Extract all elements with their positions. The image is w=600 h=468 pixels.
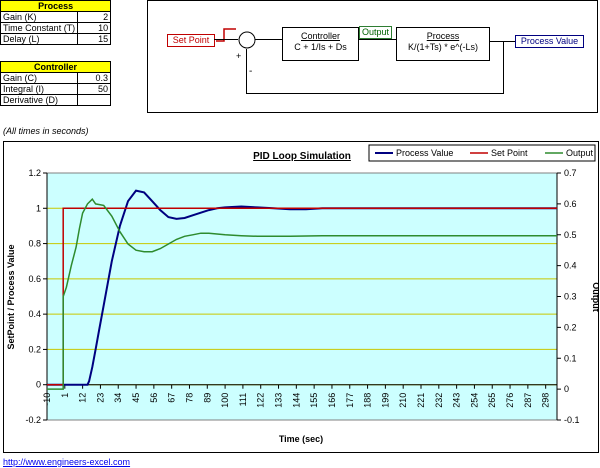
x-tick-label: 67 — [167, 393, 177, 403]
x-tick-label: 89 — [202, 393, 212, 403]
legend-label: Output — [566, 148, 594, 158]
y2-tick-label: 0.1 — [564, 353, 577, 363]
process-gain-label: Gain (K) — [0, 11, 79, 23]
y-tick-label: 0 — [36, 380, 41, 390]
y2-tick-label: 0 — [564, 384, 569, 394]
x-tick-label: 232 — [434, 393, 444, 408]
x-tick-label: 111 — [238, 393, 248, 407]
x-tick-label: 56 — [149, 393, 159, 403]
feedback-line-down — [503, 41, 504, 93]
x-tick-label: 12 — [78, 393, 88, 403]
time-units-note: (All times in seconds) — [3, 126, 89, 136]
controller-table-header: Controller — [0, 61, 111, 73]
x-tick-label: 265 — [487, 393, 497, 408]
error-line — [255, 39, 282, 40]
controller-box: Controller C + 1/Is + Ds — [282, 27, 359, 61]
legend-label: Set Point — [491, 148, 528, 158]
y-tick-label: 0.2 — [28, 344, 41, 354]
x-axis-label: Time (sec) — [279, 434, 323, 444]
delay-label: Delay (L) — [0, 33, 79, 45]
y2-tick-label: 0.4 — [564, 261, 577, 271]
controller-box-formula: C + 1/Is + Ds — [294, 42, 347, 52]
pid-chart: -0.2 0 0.2 0.4 0.6 0.8 1 1.2 -0.1 0 0.1 0.2 0.3 0.4 0.… — [6, 144, 600, 444]
process-box-title: Process — [426, 31, 460, 41]
controller-out-line — [358, 39, 396, 40]
series-process-value — [47, 189, 557, 386]
feedback-line-up — [246, 49, 247, 94]
delay-value[interactable]: 15 — [77, 33, 112, 45]
x-tick-label: 221 — [416, 393, 426, 408]
y-tick-label: -0.2 — [25, 415, 41, 425]
y-tick-label: 1 — [36, 203, 41, 213]
series-output — [47, 198, 557, 390]
integral-value[interactable]: 50 — [77, 83, 111, 95]
time-constant-value[interactable]: 10 — [77, 22, 112, 34]
legend-label: Process Value — [396, 148, 453, 158]
x-tick-label: 210 — [398, 393, 408, 408]
x-tick-label: 23 — [95, 393, 105, 403]
summing-junction — [238, 31, 256, 49]
x-tick-label: 199 — [380, 393, 390, 408]
controller-box-title: Controller — [300, 31, 340, 41]
process-box-formula: K/(1+Ts) * e^(-Ls) — [408, 42, 478, 52]
x-tick-label: 177 — [345, 393, 355, 408]
feedback-line-bottom — [246, 93, 504, 94]
x-tick-label: 122 — [256, 393, 266, 408]
process-out-line — [489, 41, 515, 42]
y2-tick-label: -0.1 — [564, 415, 580, 425]
x-tick-label: 144 — [291, 393, 301, 408]
y-tick-label: 0.6 — [28, 274, 41, 284]
x-tick-label: 155 — [309, 393, 319, 408]
y-tick-label: 1.2 — [28, 168, 41, 178]
x-tick-label: 133 — [274, 393, 284, 408]
controller-gain-value[interactable]: 0.3 — [77, 72, 111, 84]
footer-link[interactable]: http://www.engineers-excel.com — [3, 457, 131, 467]
x-tick-label: 243 — [452, 393, 462, 408]
step-icon — [216, 28, 236, 42]
process-box: Process K/(1+Ts) * e^(-Ls) — [396, 27, 490, 61]
time-constant-label: Time Constant (T) — [0, 22, 79, 34]
y-axis-label: SetPoint / Process Value — [6, 244, 16, 349]
y-tick-label: 0.8 — [28, 239, 41, 249]
derivative-label: Derivative (D) — [0, 94, 78, 106]
x-tick-label: 100 — [220, 393, 230, 408]
set-point-box: Set Point — [167, 34, 215, 47]
process-value-box: Process Value — [515, 35, 584, 48]
y2-tick-label: 0.2 — [564, 322, 577, 332]
chart-title: PID Loop Simulation — [253, 151, 351, 162]
x-tick-label: 188 — [363, 393, 373, 408]
x-tick-label: 166 — [327, 393, 337, 408]
plus-sign: + — [236, 51, 242, 61]
x-tick-label: 45 — [131, 393, 141, 403]
x-tick-label: 78 — [184, 393, 194, 403]
y2-tick-label: 0.5 — [564, 230, 577, 240]
x-tick-label: 287 — [523, 393, 533, 408]
minus-sign: - — [249, 66, 253, 77]
x-tick-label: 254 — [469, 393, 479, 408]
process-gain-value[interactable]: 2 — [77, 11, 112, 23]
y2-tick-label: 0.3 — [564, 292, 577, 302]
x-tick-label: 276 — [505, 393, 515, 408]
integral-label: Integral (I) — [0, 83, 78, 95]
output-label-box: Output — [359, 26, 392, 39]
x-tick-label: 1 — [60, 393, 70, 398]
derivative-value[interactable] — [77, 94, 111, 106]
y2-tick-label: 0.6 — [564, 199, 577, 209]
controller-gain-label: Gain (C) — [0, 72, 78, 84]
process-table-header: Process — [0, 0, 112, 12]
plot-area — [46, 172, 558, 421]
y2-tick-label: 0.7 — [564, 168, 577, 178]
x-tick-label: 34 — [113, 393, 123, 403]
sp-arrow-line — [214, 39, 238, 40]
process-table: Process Gain (K) 2 Time Constant (T) 10 De… — [0, 0, 112, 45]
block-diagram: Set Point + - Controller C + 1/Is + Ds O… — [147, 0, 598, 113]
chart-frame: -0.2 0 0.2 0.4 0.6 0.8 1 1.2 -0.1 0 0.1 0.2 0.3 0.4 0.… — [3, 141, 600, 453]
y2-axis-label: Output — [591, 282, 598, 312]
y-tick-label: 0.4 — [28, 309, 41, 319]
controller-table: Controller Gain (C) 0.3 Integral (I) 50 De… — [0, 61, 111, 106]
x-tick-label: 298 — [541, 393, 551, 408]
